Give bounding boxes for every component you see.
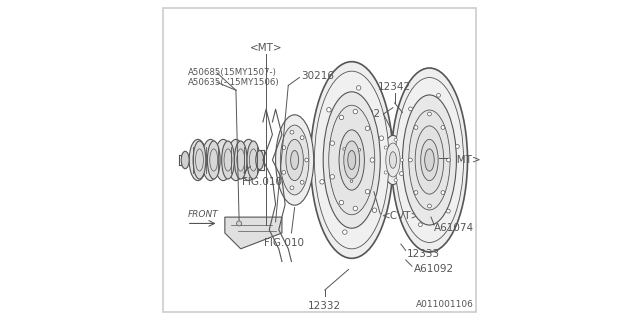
Circle shape — [414, 191, 418, 195]
Circle shape — [330, 141, 335, 145]
Ellipse shape — [202, 140, 220, 180]
Ellipse shape — [348, 150, 356, 170]
Ellipse shape — [276, 115, 314, 205]
Text: <MT>: <MT> — [449, 155, 481, 165]
Circle shape — [358, 148, 361, 151]
Circle shape — [384, 146, 387, 149]
Ellipse shape — [383, 135, 403, 185]
Text: A61074: A61074 — [434, 223, 474, 233]
Ellipse shape — [227, 140, 244, 180]
Circle shape — [350, 180, 353, 182]
Circle shape — [300, 136, 304, 140]
Ellipse shape — [329, 105, 375, 215]
Circle shape — [447, 158, 451, 162]
Ellipse shape — [314, 71, 389, 249]
Circle shape — [428, 112, 431, 116]
Circle shape — [408, 107, 412, 111]
Circle shape — [300, 180, 304, 184]
Circle shape — [339, 115, 344, 120]
Ellipse shape — [323, 92, 380, 228]
Text: FRONT: FRONT — [188, 210, 218, 219]
Circle shape — [326, 108, 331, 112]
Circle shape — [320, 180, 324, 184]
Circle shape — [414, 125, 418, 129]
Ellipse shape — [310, 62, 393, 258]
Text: A61092: A61092 — [413, 264, 454, 275]
Ellipse shape — [339, 130, 364, 190]
Text: 30216: 30216 — [301, 71, 334, 81]
Ellipse shape — [207, 141, 220, 179]
Circle shape — [419, 223, 422, 227]
Circle shape — [365, 126, 370, 131]
Ellipse shape — [403, 95, 456, 225]
Circle shape — [356, 86, 361, 90]
Polygon shape — [225, 217, 282, 249]
Circle shape — [353, 206, 358, 211]
Ellipse shape — [344, 141, 360, 179]
Ellipse shape — [193, 141, 206, 179]
Circle shape — [400, 158, 403, 162]
Circle shape — [290, 186, 294, 190]
Text: 12333: 12333 — [407, 249, 440, 259]
Ellipse shape — [280, 125, 309, 195]
Ellipse shape — [396, 77, 463, 243]
Circle shape — [342, 230, 347, 234]
Ellipse shape — [415, 126, 444, 194]
Text: A011001106: A011001106 — [416, 300, 474, 309]
Ellipse shape — [256, 150, 264, 170]
Text: A50635(-’15MY1506): A50635(-’15MY1506) — [188, 78, 280, 87]
Circle shape — [384, 171, 387, 174]
Text: FIG.010: FIG.010 — [243, 178, 282, 188]
Text: G21202: G21202 — [339, 109, 380, 119]
Ellipse shape — [221, 141, 234, 179]
Text: A50685(15MY1507-): A50685(15MY1507-) — [188, 68, 277, 77]
FancyBboxPatch shape — [163, 8, 476, 312]
Text: 12342: 12342 — [378, 82, 411, 92]
Circle shape — [441, 191, 445, 195]
Ellipse shape — [390, 152, 396, 168]
Circle shape — [339, 200, 344, 205]
Ellipse shape — [425, 149, 434, 171]
Ellipse shape — [247, 141, 260, 179]
Ellipse shape — [291, 150, 299, 170]
Circle shape — [399, 172, 403, 175]
Circle shape — [330, 175, 335, 179]
Circle shape — [436, 93, 440, 97]
Circle shape — [380, 136, 383, 140]
Ellipse shape — [409, 110, 450, 210]
Circle shape — [305, 158, 308, 162]
Text: <CVT>: <CVT> — [382, 211, 420, 220]
Circle shape — [353, 109, 358, 114]
Text: FIG.010: FIG.010 — [264, 238, 303, 248]
Circle shape — [237, 221, 242, 226]
Ellipse shape — [189, 140, 207, 180]
Ellipse shape — [240, 140, 257, 180]
Circle shape — [447, 209, 451, 213]
Circle shape — [282, 171, 285, 174]
Circle shape — [394, 138, 397, 141]
Ellipse shape — [420, 140, 438, 180]
Ellipse shape — [234, 141, 247, 179]
Ellipse shape — [386, 143, 400, 177]
Circle shape — [370, 158, 374, 162]
Ellipse shape — [286, 140, 303, 180]
Circle shape — [290, 130, 294, 134]
Circle shape — [282, 146, 285, 149]
Circle shape — [441, 125, 445, 129]
Circle shape — [428, 204, 431, 208]
Ellipse shape — [181, 151, 189, 169]
Circle shape — [372, 208, 377, 212]
Ellipse shape — [214, 140, 232, 180]
Circle shape — [365, 189, 370, 194]
Text: 12332: 12332 — [308, 301, 341, 311]
Circle shape — [394, 179, 397, 182]
Circle shape — [343, 148, 346, 150]
Ellipse shape — [392, 68, 467, 252]
Text: <MT>: <MT> — [250, 43, 282, 53]
Circle shape — [408, 158, 412, 162]
Circle shape — [456, 145, 460, 148]
